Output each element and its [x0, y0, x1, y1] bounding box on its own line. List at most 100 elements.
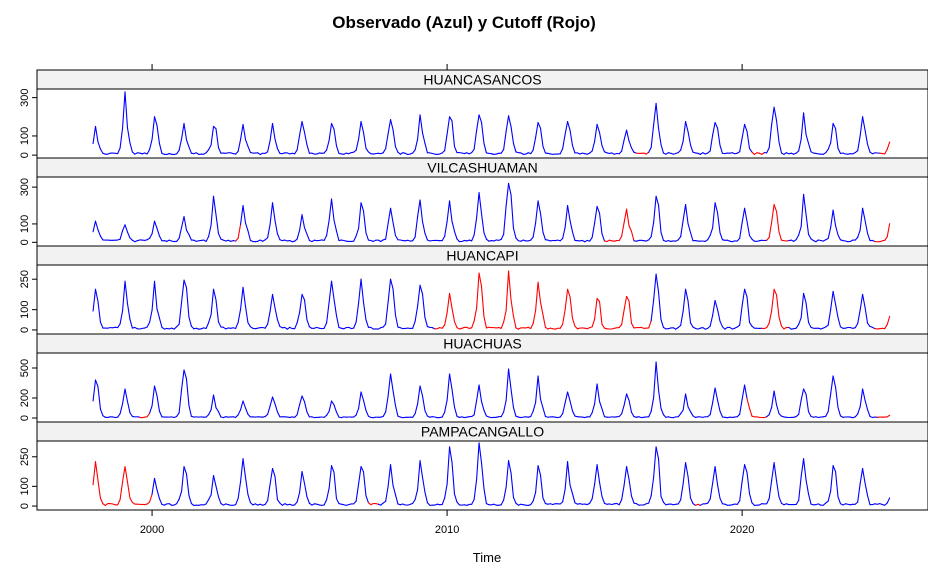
series-segment — [176, 412, 180, 418]
series-segment — [446, 292, 451, 314]
series-segment — [862, 207, 866, 221]
series-segment — [807, 233, 812, 240]
series-segment — [294, 322, 298, 330]
series-segment — [508, 368, 512, 390]
series-segment — [657, 291, 662, 321]
series-segment — [805, 133, 810, 144]
series-segment — [249, 502, 254, 506]
series-segment — [414, 403, 419, 415]
series-segment — [714, 466, 719, 486]
series-segment — [92, 220, 97, 233]
series-segment — [594, 383, 598, 405]
series-segment — [358, 121, 362, 140]
series-segment — [303, 299, 308, 321]
series-segment — [444, 399, 448, 413]
series-segment — [677, 413, 682, 418]
series-segment — [156, 124, 160, 144]
series-segment — [158, 410, 163, 418]
series-segment — [771, 462, 775, 482]
series-segment — [601, 145, 606, 153]
series-segment — [417, 284, 421, 307]
series-segment — [306, 233, 310, 241]
series-segment — [476, 272, 480, 309]
series-segment — [303, 482, 308, 498]
series-segment — [392, 484, 397, 496]
series-segment — [453, 230, 458, 240]
panel-vilcashuaman: VILCASHUAMAN 0 100 300 — [19, 157, 928, 247]
series-segment — [299, 121, 303, 136]
series-segment — [303, 401, 308, 413]
panel-frame — [36, 88, 928, 159]
series-segment — [598, 131, 603, 147]
series-segment — [330, 198, 335, 221]
series-segment — [424, 142, 428, 154]
panel-pampacangallo: PAMPACANGALLO 0 100 250 — [19, 421, 928, 511]
series-segment — [117, 323, 121, 329]
series-segment — [795, 499, 800, 506]
series-segment — [805, 213, 810, 235]
x-axis: 2000 2010 2020 — [140, 64, 754, 536]
series-segment — [323, 149, 328, 154]
series-segment — [264, 323, 269, 329]
series-segment — [744, 464, 748, 474]
series-segment — [539, 212, 544, 233]
series-segment — [365, 147, 369, 153]
series-segment — [574, 325, 578, 330]
series-segment — [299, 214, 303, 231]
series-segment — [419, 385, 424, 397]
series-segment — [94, 379, 99, 388]
series-segment — [212, 288, 217, 301]
series-segment — [185, 287, 190, 318]
series-segment — [326, 301, 330, 324]
series-segment — [188, 233, 192, 241]
series-segment — [859, 468, 864, 485]
series-segment — [598, 212, 603, 235]
panel-strip-label: PAMPACANGALLO — [421, 424, 544, 440]
series-segment — [176, 237, 180, 242]
series-segment — [335, 314, 340, 328]
series-segment — [746, 472, 751, 495]
panels-layer: HUANCASANCOS0100300VILCASHUAMAN0100300HU… — [19, 69, 928, 511]
series-segment — [215, 299, 219, 323]
series-segment — [92, 288, 97, 312]
series-segment — [778, 413, 783, 417]
series-segment — [126, 303, 131, 320]
series-segment — [837, 234, 842, 241]
series-segment — [798, 476, 802, 501]
series-segment — [832, 375, 837, 388]
series-segment — [94, 220, 99, 231]
series-segment — [884, 324, 888, 330]
series-segment — [480, 462, 485, 490]
series-segment — [478, 272, 483, 288]
series-segment — [412, 413, 416, 418]
series-segment — [719, 497, 724, 505]
series-segment — [886, 414, 891, 418]
series-segment — [803, 458, 807, 481]
series-segment — [630, 147, 635, 153]
series-segment — [326, 487, 330, 501]
series-segment — [269, 202, 274, 225]
series-segment — [417, 199, 421, 218]
series-segment — [389, 373, 394, 392]
series-segment — [476, 114, 480, 132]
series-segment — [594, 123, 598, 143]
series-segment — [333, 298, 338, 317]
series-segment — [212, 394, 217, 409]
series-segment — [448, 200, 453, 222]
series-segment — [365, 319, 369, 328]
y-tick-label: 500 — [19, 359, 31, 377]
series-segment — [626, 208, 630, 227]
series-segment — [680, 140, 684, 151]
series-segment — [483, 488, 487, 505]
series-segment — [630, 495, 635, 504]
series-segment — [274, 219, 279, 235]
series-segment — [535, 375, 539, 403]
series-segment — [653, 273, 657, 301]
series-segment — [365, 409, 369, 417]
series-segment — [355, 227, 360, 237]
series-segment — [333, 471, 338, 500]
series-segment — [269, 396, 274, 407]
series-segment — [512, 227, 517, 239]
series-segment — [744, 288, 748, 298]
series-segment — [235, 237, 239, 242]
